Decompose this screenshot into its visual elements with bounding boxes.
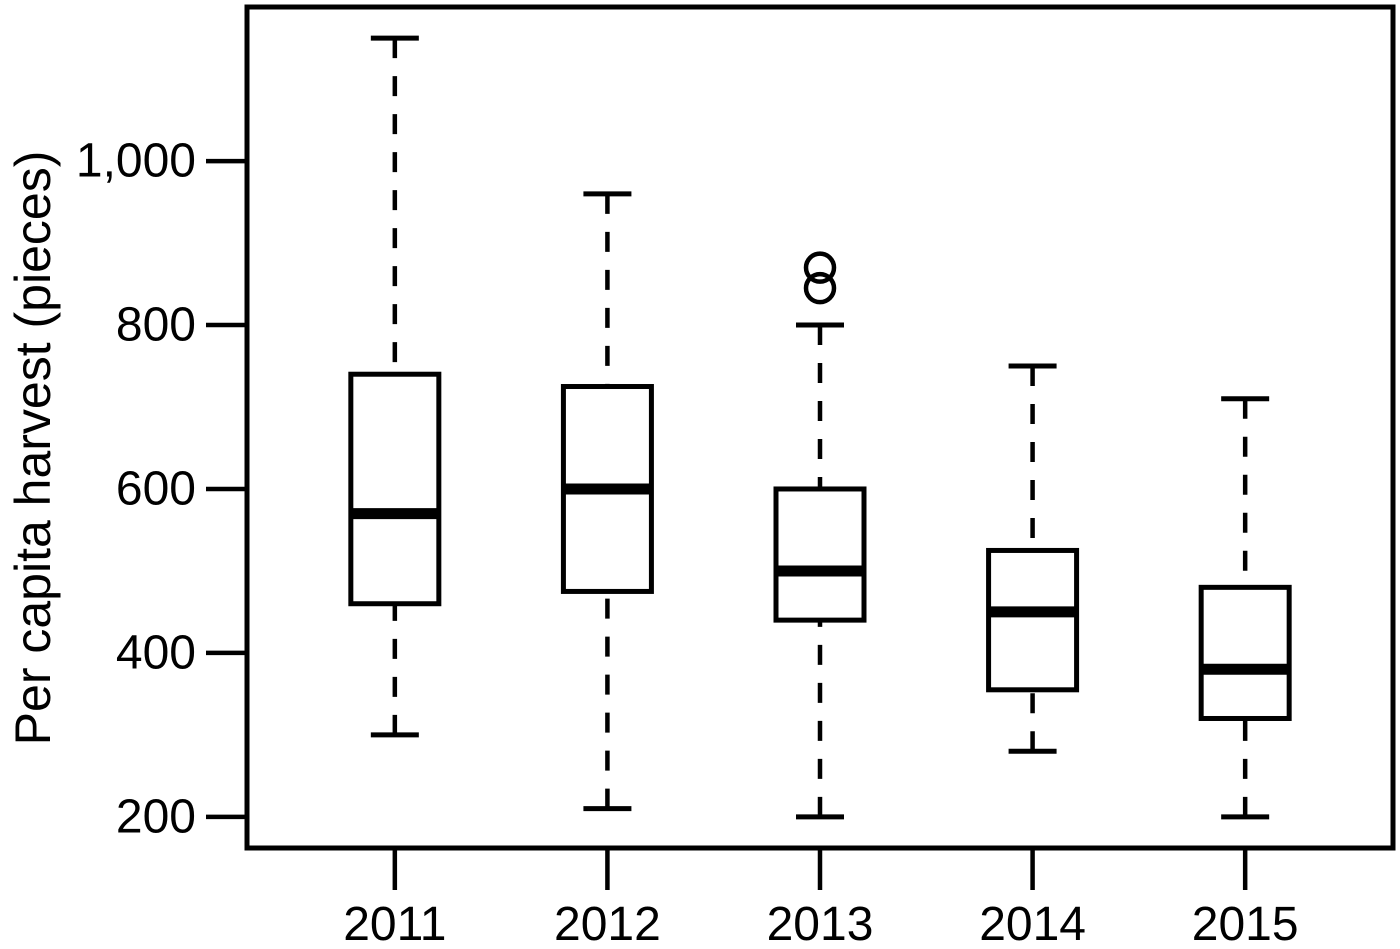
x-axis-tick-label: 2012 (554, 898, 661, 949)
y-axis-title: Per capita harvest (pieces) (5, 151, 61, 746)
iqr-box (986, 547, 1080, 693)
y-axis-tick-label: 600 (116, 462, 196, 515)
x-axis-tick-label: 2011 (343, 898, 446, 949)
boxplot-2011 (348, 35, 442, 738)
boxplot-2013 (773, 251, 867, 820)
x-axis-tick-label: 2013 (767, 898, 874, 949)
y-axis-tick-label: 400 (116, 626, 196, 679)
iqr-box (773, 486, 867, 623)
iqr-box (1198, 584, 1292, 721)
outlier-point (803, 251, 837, 284)
boxplot-2014 (986, 363, 1080, 754)
outlier-point (803, 271, 837, 305)
y-axis-tick-label: 200 (116, 790, 196, 843)
y-axis-tick-label: 800 (116, 299, 196, 352)
x-axis-tick-label: 2014 (979, 898, 1086, 949)
x-axis-tick-label: 2015 (1192, 898, 1299, 949)
y-axis-tick-label: 1,000 (76, 135, 196, 188)
boxplot-2012 (560, 191, 654, 812)
boxplot-2015 (1198, 396, 1292, 820)
iqr-box (348, 371, 442, 607)
